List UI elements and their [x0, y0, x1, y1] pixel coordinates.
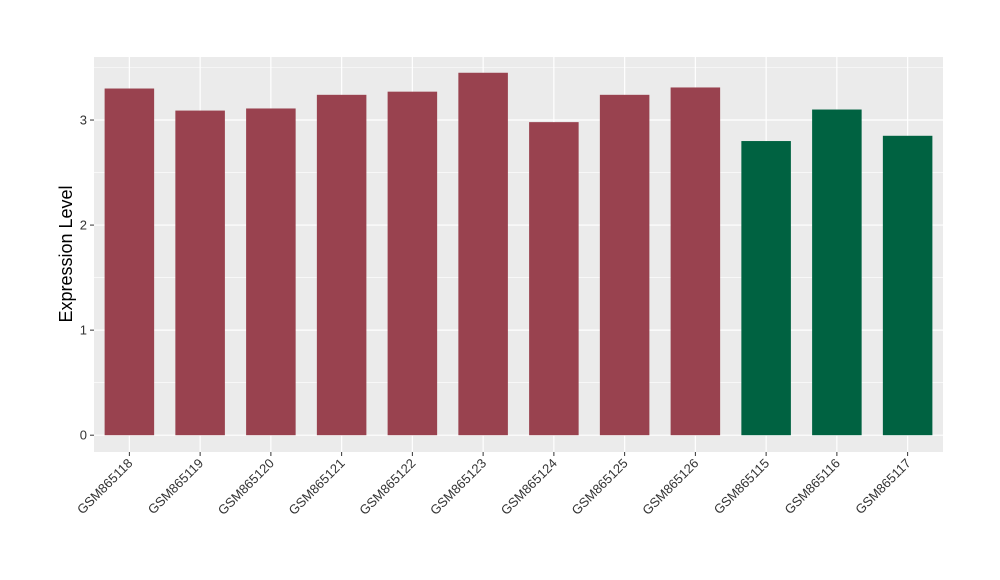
y-tick-label: 2	[80, 218, 87, 233]
x-tick-label: GSM865117	[852, 456, 914, 518]
x-tick-label: GSM865123	[427, 456, 489, 518]
bar	[812, 109, 862, 436]
bar	[458, 72, 508, 436]
x-tick-label: GSM865126	[639, 456, 701, 518]
bar	[387, 91, 438, 436]
bar	[529, 122, 579, 436]
bar	[882, 135, 933, 436]
x-tick-label: GSM865121	[286, 456, 348, 518]
x-tick-label: GSM865122	[356, 456, 418, 518]
x-tick-label: GSM865119	[145, 456, 207, 518]
bar	[741, 141, 791, 436]
x-tick-label: GSM865120	[215, 456, 277, 518]
y-tick-label: 1	[80, 323, 87, 338]
x-tick-label: GSM865124	[498, 456, 560, 518]
bar	[175, 110, 225, 436]
minor-gridlines	[94, 67, 943, 383]
y-tick-label: 0	[80, 428, 87, 443]
x-tick-label: GSM865116	[781, 456, 843, 518]
x-axis: GSM865118 GSM865119 GSM865120 GSM865121 GSM8…	[74, 452, 914, 518]
bar	[246, 108, 296, 436]
y-tick-label: 3	[80, 113, 87, 128]
bar	[599, 94, 650, 436]
bar	[670, 87, 721, 436]
x-tick-label: GSM865125	[569, 456, 631, 518]
plot-panel	[94, 57, 943, 452]
y-axis: 0 1 2 3	[80, 113, 94, 443]
x-tick-label: GSM865115	[711, 456, 773, 518]
y-axis-title: Expression Level	[56, 185, 76, 322]
bar	[316, 94, 367, 436]
x-tick-label: GSM865118	[74, 456, 136, 518]
bar	[104, 88, 155, 436]
bars	[104, 72, 933, 436]
